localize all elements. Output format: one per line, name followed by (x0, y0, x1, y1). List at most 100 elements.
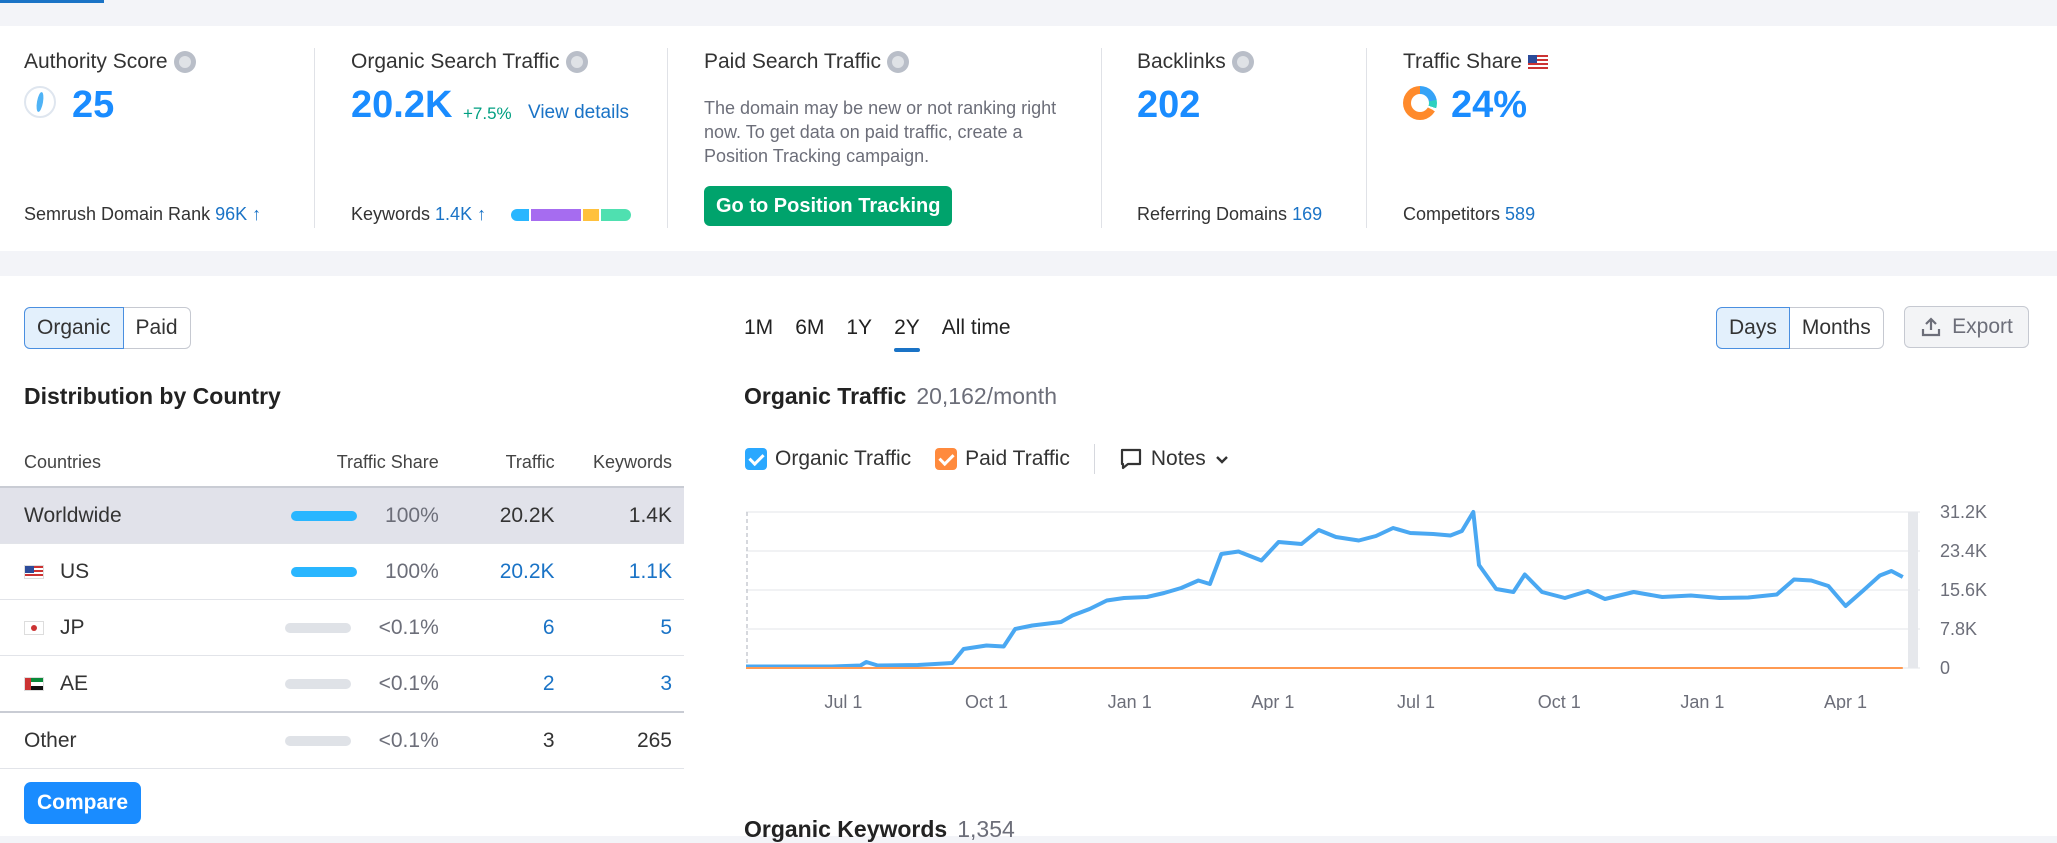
period-all-time[interactable]: All time (941, 316, 1011, 339)
country-name: AE (60, 671, 89, 695)
keywords-count: Keywords 1.4K ↑ (351, 204, 486, 225)
x-tick-label: Apr 1 (1824, 692, 1867, 710)
globe-icon[interactable] (565, 51, 588, 73)
share-value: 100% (385, 503, 439, 527)
authority-score-value[interactable]: 25 (72, 84, 115, 126)
x-tick-label: Jan 1 (1108, 692, 1152, 710)
country-name: Worldwide (0, 487, 246, 544)
authority-score-label: Authority Score (24, 50, 168, 73)
column-header-traffic[interactable]: Traffic (438, 438, 555, 488)
paid-toggle-button[interactable]: Paid (123, 307, 191, 349)
legend-organic-label[interactable]: Organic Traffic (775, 447, 912, 470)
paid-traffic-checkbox[interactable] (935, 448, 958, 470)
summary-card: Authority Score 25 Semrush Domain Rank 9… (0, 26, 2057, 251)
keywords-cell[interactable]: 1.1K (554, 543, 684, 600)
keywords-cell[interactable]: 5 (554, 599, 684, 656)
x-tick-label: Jul 1 (824, 692, 862, 710)
column-header-traffic-share[interactable]: Traffic Share (245, 438, 439, 488)
globe-icon[interactable] (1231, 51, 1254, 73)
backlinks-title: Backlinks (1137, 50, 1254, 74)
y-tick-label: 23.4K (1940, 541, 1987, 561)
table-row[interactable]: Other <0.1% 3 265 (0, 711, 684, 769)
legend-divider (1093, 444, 1095, 474)
organic-traffic-title: Organic Search Traffic (351, 50, 588, 74)
traffic-cell: 20.2K (438, 487, 555, 544)
paid-traffic-title: Paid Search Traffic (704, 50, 910, 74)
x-tick-label: Jul 1 (1397, 692, 1435, 710)
notes-icon (1120, 448, 1141, 470)
top-strip (0, 0, 2057, 24)
kw-bar-segment (601, 209, 631, 221)
y-tick-label: 15.6K (1940, 580, 1987, 600)
authority-score-metric: Authority Score 25 Semrush Domain Rank 9… (24, 26, 304, 251)
divider (1366, 48, 1367, 228)
traffic-share-label: Traffic Share (1403, 50, 1523, 73)
globe-icon[interactable] (887, 51, 910, 73)
traffic-share-cell: <0.1% (245, 599, 439, 656)
end-band (1908, 512, 1918, 668)
competitors-label: Competitors (1403, 204, 1501, 224)
kw-bar-segment (511, 209, 529, 221)
referring-domains-value[interactable]: 169 (1292, 204, 1323, 224)
globe-icon[interactable] (173, 51, 196, 73)
referring-domains: Referring Domains 169 (1137, 204, 1322, 225)
table-row[interactable]: JP <0.1% 6 5 (0, 599, 684, 656)
keywords-value[interactable]: 1.4K ↑ (435, 204, 487, 224)
traffic-share-cell: 100% (245, 543, 439, 600)
table-row[interactable]: Worldwide 100% 20.2K 1.4K (0, 487, 684, 544)
traffic-share-value[interactable]: 24% (1451, 84, 1528, 126)
period-1y[interactable]: 1Y (846, 316, 873, 339)
export-button[interactable]: Export (1904, 306, 2029, 348)
chevron-down-icon (1215, 456, 1228, 464)
organic-keywords-title: Organic Keywords 1,354 (744, 816, 1015, 843)
share-bar (284, 735, 351, 746)
view-details-link[interactable]: View details (528, 102, 630, 123)
period-1m[interactable]: 1M (744, 316, 774, 339)
divider (314, 48, 315, 228)
months-button[interactable]: Months (1789, 307, 1884, 349)
granularity-toggle: Days Months (1716, 307, 1884, 349)
chart-legend: Organic Traffic Paid Traffic Notes (745, 444, 1230, 474)
table-row[interactable]: AE <0.1% 2 3 (0, 655, 684, 713)
x-tick-label: Oct 1 (965, 692, 1008, 710)
paid-traffic-description: The domain may be new or not ranking rig… (704, 98, 1057, 166)
position-tracking-button[interactable]: Go to Position Tracking (704, 186, 953, 226)
compare-button[interactable]: Compare (24, 782, 142, 824)
x-tick-label: Oct 1 (1538, 692, 1581, 710)
keywords-cell[interactable]: 3 (554, 655, 684, 713)
traffic-cell[interactable]: 2 (438, 655, 555, 713)
period-2y[interactable]: 2Y (883, 306, 931, 352)
chart-subtitle: 20,162/month (916, 383, 1057, 409)
traffic-cell[interactable]: 6 (438, 599, 555, 656)
organic-traffic-label: Organic Search Traffic (351, 50, 560, 73)
column-header-countries[interactable]: Countries (0, 438, 246, 488)
notes-dropdown[interactable]: Notes (1119, 447, 1230, 471)
days-button[interactable]: Days (1716, 307, 1790, 349)
traffic-cell[interactable]: 20.2K (438, 543, 555, 600)
period-6m[interactable]: 6M (795, 316, 825, 339)
domain-rank-value[interactable]: 96K ↑ (215, 204, 262, 224)
traffic-share-cell: <0.1% (245, 711, 439, 769)
organic-toggle-button[interactable]: Organic (24, 307, 124, 349)
organic-traffic-chart[interactable]: 0 7.8K 15.6K 23.4K 31.2K Jul 1 Oct 1 Jan 1 Apr 1… (740, 500, 2040, 710)
x-tick-label: Apr 1 (1251, 692, 1294, 710)
paid-traffic-label: Paid Search Traffic (704, 50, 882, 73)
table-row[interactable]: US 100% 20.2K 1.1K (0, 543, 684, 600)
keywords-label: Keywords (351, 204, 431, 224)
organic-traffic-chart-title: Organic Traffic 20,162/month (744, 383, 1057, 410)
backlinks-metric: Backlinks 202 Referring Domains 169 (1137, 26, 1377, 251)
backlinks-value[interactable]: 202 (1137, 84, 1201, 126)
authority-score-title: Authority Score (24, 50, 196, 74)
us-flag-icon (24, 564, 44, 579)
competitors-value[interactable]: 589 (1505, 204, 1536, 224)
authority-gauge-icon (24, 86, 56, 118)
column-header-keywords[interactable]: Keywords (554, 438, 684, 488)
table-header-row: Countries Traffic Share Traffic Keywords (0, 438, 684, 488)
ae-flag-icon (24, 676, 44, 691)
active-tab-indicator (0, 0, 104, 3)
organic-traffic-value[interactable]: 20.2K (351, 84, 453, 126)
share-value: <0.1% (378, 615, 439, 639)
organic-traffic-checkbox[interactable] (745, 448, 767, 470)
legend-paid-label[interactable]: Paid Traffic (965, 447, 1070, 470)
paid-traffic-metric: Paid Search Traffic The domain may be ne… (704, 26, 1084, 251)
